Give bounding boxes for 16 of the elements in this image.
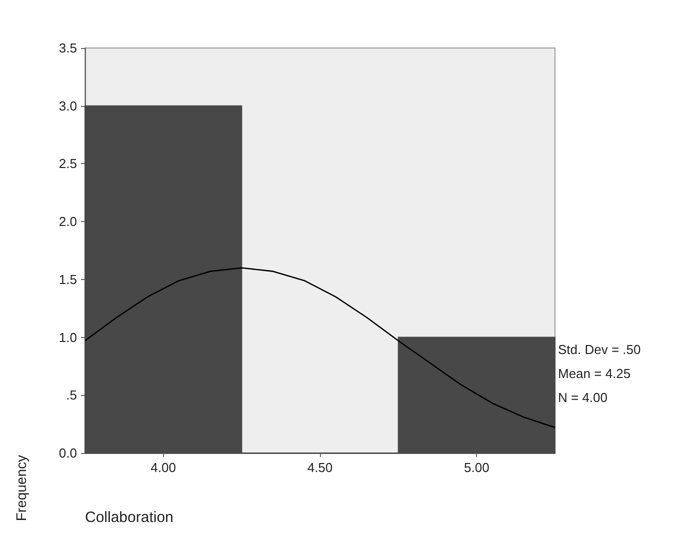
y-tick-label: 0.0 bbox=[58, 446, 77, 460]
y-tick-label: 3.0 bbox=[58, 98, 77, 114]
text: N = 4.00 bbox=[558, 390, 608, 405]
y-tick-label: 2.0 bbox=[58, 214, 77, 230]
y-axis-title: Frequency bbox=[13, 454, 29, 522]
y-tick-label: 1.0 bbox=[58, 330, 77, 345]
text: Std. Dev = .50 bbox=[558, 342, 641, 357]
y-tick-label: 3.5 bbox=[58, 40, 77, 56]
text: Mean = 4.25 bbox=[558, 366, 631, 381]
y-tick-label: 2.5 bbox=[58, 156, 77, 172]
x-tick-label: 5.00 bbox=[464, 460, 490, 475]
y-tick-label: .5 bbox=[66, 388, 77, 403]
y-tick-label: 1.5 bbox=[58, 272, 77, 287]
x-tick-label: 4.00 bbox=[150, 460, 176, 475]
x-axis-title: Collaboration bbox=[85, 509, 174, 526]
x-tick-label: 4.50 bbox=[307, 460, 333, 475]
